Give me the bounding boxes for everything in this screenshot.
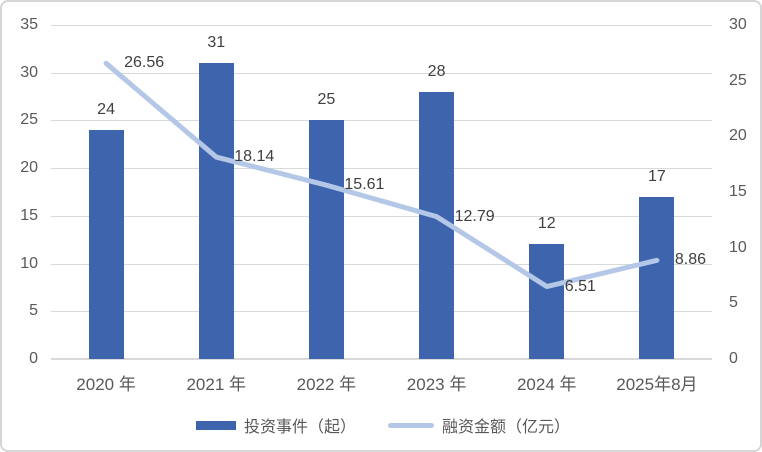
y-axis-left-tick: 15 [20, 206, 38, 224]
y-axis-left-tick: 35 [20, 16, 38, 33]
line-value-label: 12.79 [454, 207, 495, 225]
line-path [103, 60, 660, 290]
bar-5 [529, 244, 565, 359]
y-axis-left-tick: 0 [29, 350, 38, 367]
x-axis-line [51, 358, 712, 360]
x-axis-category-label: 2022 年 [296, 375, 357, 394]
line-series-swatch-icon [388, 422, 434, 428]
gridline [51, 120, 712, 122]
y-axis-left-tick: 20 [20, 159, 38, 177]
gridline [51, 168, 712, 170]
gridline [51, 215, 712, 217]
legend-item-bar-series: 投资事件（起） [195, 413, 356, 437]
y-axis-left-tick: 5 [29, 302, 38, 320]
legend-item-line-series: 融资金额（亿元） [388, 413, 570, 437]
line-series-label: 融资金额（亿元） [442, 419, 571, 436]
bar-2 [198, 63, 234, 359]
bar-4 [419, 91, 455, 359]
line-value-label: 26.56 [124, 54, 165, 72]
line-value-label: 18.14 [234, 148, 275, 166]
bar-value-label: 25 [317, 91, 336, 109]
bar-value-label: 24 [97, 100, 115, 118]
bar-value-label: 17 [648, 167, 666, 185]
line-value-label: 6.51 [564, 277, 596, 295]
x-axis-category-label: 2020 年 [76, 375, 136, 394]
y-axis-right-tick: 25 [729, 71, 747, 89]
y-axis-right-tick: 15 [729, 183, 747, 200]
y-axis-left-tick: 10 [20, 254, 38, 272]
gridline [51, 25, 712, 26]
line-value-label: 8.86 [674, 251, 707, 269]
y-axis-right-tick: 20 [729, 127, 747, 145]
bar-series-label: 投资事件（起） [243, 419, 356, 436]
bar-value-label: 28 [427, 62, 446, 80]
bar-3 [308, 120, 344, 359]
bar-value-label: 31 [207, 34, 226, 52]
legend: 投资事件（起） 融资金额（亿元） [2, 410, 760, 440]
y-axis-right-tick: 5 [729, 294, 738, 312]
bar-6 [639, 196, 675, 359]
gridline [51, 263, 712, 265]
bar-value-label: 12 [537, 215, 556, 233]
x-axis-category-label: 2021 年 [186, 375, 247, 394]
x-axis-category-label: 2024 年 [516, 375, 577, 394]
y-axis-right-tick: 10 [729, 238, 747, 256]
bar-1 [88, 129, 124, 359]
line-value-label: 15.61 [344, 176, 385, 194]
gridline [51, 311, 712, 313]
y-axis-left-tick: 30 [20, 63, 38, 81]
x-axis-category-label: 2025年8月 [616, 375, 698, 394]
y-axis-left-tick: 25 [20, 111, 38, 129]
bar-series-swatch-icon [195, 420, 236, 430]
x-axis-category-label: 2023 年 [406, 375, 467, 394]
gridline [51, 72, 712, 74]
y-axis-right-tick: 0 [729, 350, 738, 367]
y-axis-right-tick: 30 [729, 16, 747, 33]
